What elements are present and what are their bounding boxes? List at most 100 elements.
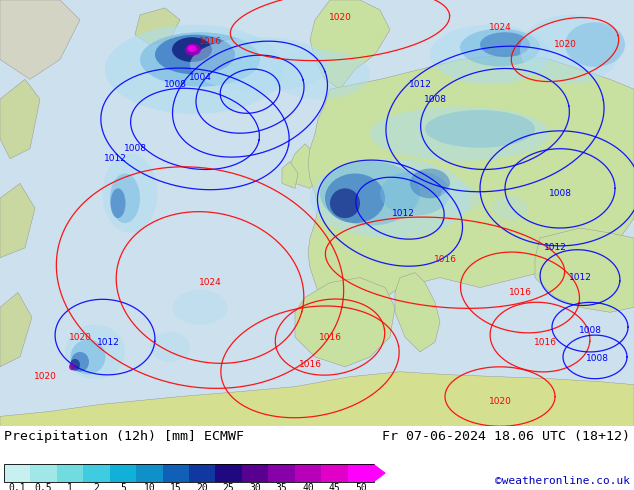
Bar bbox=[162, 464, 189, 482]
Ellipse shape bbox=[65, 325, 125, 379]
Ellipse shape bbox=[480, 32, 530, 57]
Text: 2: 2 bbox=[94, 483, 100, 490]
Bar bbox=[216, 464, 242, 482]
Text: 1020: 1020 bbox=[489, 397, 512, 406]
Bar bbox=[4, 464, 374, 482]
Ellipse shape bbox=[520, 15, 620, 84]
Bar bbox=[321, 464, 347, 482]
Ellipse shape bbox=[172, 37, 212, 62]
Polygon shape bbox=[288, 144, 320, 188]
Polygon shape bbox=[0, 372, 634, 426]
Text: 1008: 1008 bbox=[578, 326, 602, 335]
Text: 1: 1 bbox=[67, 483, 73, 490]
Ellipse shape bbox=[150, 332, 190, 362]
Text: 1016: 1016 bbox=[299, 360, 321, 369]
Ellipse shape bbox=[105, 25, 285, 114]
Ellipse shape bbox=[330, 188, 360, 218]
Ellipse shape bbox=[110, 188, 126, 218]
Polygon shape bbox=[0, 79, 40, 159]
Text: Fr 07-06-2024 18.06 UTC (18+12): Fr 07-06-2024 18.06 UTC (18+12) bbox=[382, 430, 630, 443]
Text: 40: 40 bbox=[302, 483, 314, 490]
Ellipse shape bbox=[320, 161, 420, 225]
Text: 45: 45 bbox=[328, 483, 340, 490]
Ellipse shape bbox=[71, 352, 89, 372]
Text: 1016: 1016 bbox=[533, 338, 557, 346]
Text: 50: 50 bbox=[355, 483, 366, 490]
Text: ©weatheronline.co.uk: ©weatheronline.co.uk bbox=[495, 476, 630, 486]
Polygon shape bbox=[395, 272, 440, 352]
Polygon shape bbox=[0, 183, 35, 258]
Ellipse shape bbox=[460, 29, 540, 67]
Bar bbox=[30, 464, 57, 482]
Ellipse shape bbox=[155, 35, 235, 74]
Text: 25: 25 bbox=[223, 483, 235, 490]
Text: 20: 20 bbox=[197, 483, 208, 490]
Ellipse shape bbox=[310, 159, 470, 238]
Ellipse shape bbox=[270, 49, 370, 99]
Polygon shape bbox=[374, 464, 386, 482]
Ellipse shape bbox=[410, 169, 450, 198]
Bar bbox=[57, 464, 83, 482]
Text: 1016: 1016 bbox=[318, 333, 342, 342]
Text: 1024: 1024 bbox=[489, 23, 512, 32]
Bar bbox=[4, 464, 30, 482]
Bar bbox=[347, 464, 374, 482]
Text: 10: 10 bbox=[143, 483, 155, 490]
Text: 1012: 1012 bbox=[569, 273, 592, 282]
Text: 0.5: 0.5 bbox=[35, 483, 53, 490]
Bar bbox=[295, 464, 321, 482]
Polygon shape bbox=[135, 8, 180, 45]
Text: 1008: 1008 bbox=[548, 189, 571, 198]
Bar bbox=[83, 464, 110, 482]
Bar bbox=[110, 464, 136, 482]
Text: 1020: 1020 bbox=[34, 372, 56, 381]
Text: 30: 30 bbox=[249, 483, 261, 490]
Text: 1020: 1020 bbox=[68, 333, 91, 342]
Text: 1012: 1012 bbox=[96, 338, 119, 346]
Ellipse shape bbox=[185, 44, 201, 55]
Ellipse shape bbox=[140, 32, 260, 87]
Text: 0.1: 0.1 bbox=[8, 483, 26, 490]
Bar bbox=[136, 464, 162, 482]
Polygon shape bbox=[535, 228, 634, 312]
Text: 1012: 1012 bbox=[543, 244, 566, 252]
Ellipse shape bbox=[440, 183, 480, 213]
Text: 1008: 1008 bbox=[586, 354, 609, 364]
Text: 1020: 1020 bbox=[328, 13, 351, 23]
Ellipse shape bbox=[565, 23, 625, 67]
Bar bbox=[189, 464, 216, 482]
Text: Precipitation (12h) [mm] ECMWF: Precipitation (12h) [mm] ECMWF bbox=[4, 430, 244, 443]
Text: 1020: 1020 bbox=[553, 40, 576, 49]
Polygon shape bbox=[310, 0, 390, 89]
Ellipse shape bbox=[190, 37, 330, 92]
Text: 5: 5 bbox=[120, 483, 126, 490]
Text: 1008: 1008 bbox=[424, 95, 446, 104]
Polygon shape bbox=[0, 0, 80, 79]
Polygon shape bbox=[0, 293, 32, 367]
Text: 35: 35 bbox=[276, 483, 287, 490]
Polygon shape bbox=[282, 162, 298, 188]
Text: 1012: 1012 bbox=[408, 80, 432, 89]
Ellipse shape bbox=[370, 107, 550, 161]
Text: 1012: 1012 bbox=[103, 154, 126, 163]
Text: 15: 15 bbox=[170, 483, 182, 490]
Ellipse shape bbox=[172, 290, 228, 325]
Ellipse shape bbox=[380, 171, 450, 216]
Ellipse shape bbox=[69, 364, 75, 370]
Text: 1024: 1024 bbox=[198, 278, 221, 287]
Ellipse shape bbox=[425, 110, 535, 147]
Text: 1004: 1004 bbox=[188, 73, 211, 82]
Ellipse shape bbox=[325, 173, 385, 223]
Text: 1016: 1016 bbox=[198, 37, 221, 46]
Ellipse shape bbox=[110, 173, 140, 223]
Text: 1008: 1008 bbox=[164, 80, 186, 89]
Ellipse shape bbox=[430, 25, 550, 84]
Ellipse shape bbox=[188, 45, 197, 52]
Bar bbox=[268, 464, 295, 482]
Text: 1016: 1016 bbox=[434, 255, 456, 264]
Text: 1008: 1008 bbox=[124, 144, 146, 153]
Ellipse shape bbox=[70, 359, 80, 371]
Text: 1016: 1016 bbox=[508, 288, 531, 297]
Polygon shape bbox=[308, 54, 634, 322]
Ellipse shape bbox=[70, 340, 105, 374]
